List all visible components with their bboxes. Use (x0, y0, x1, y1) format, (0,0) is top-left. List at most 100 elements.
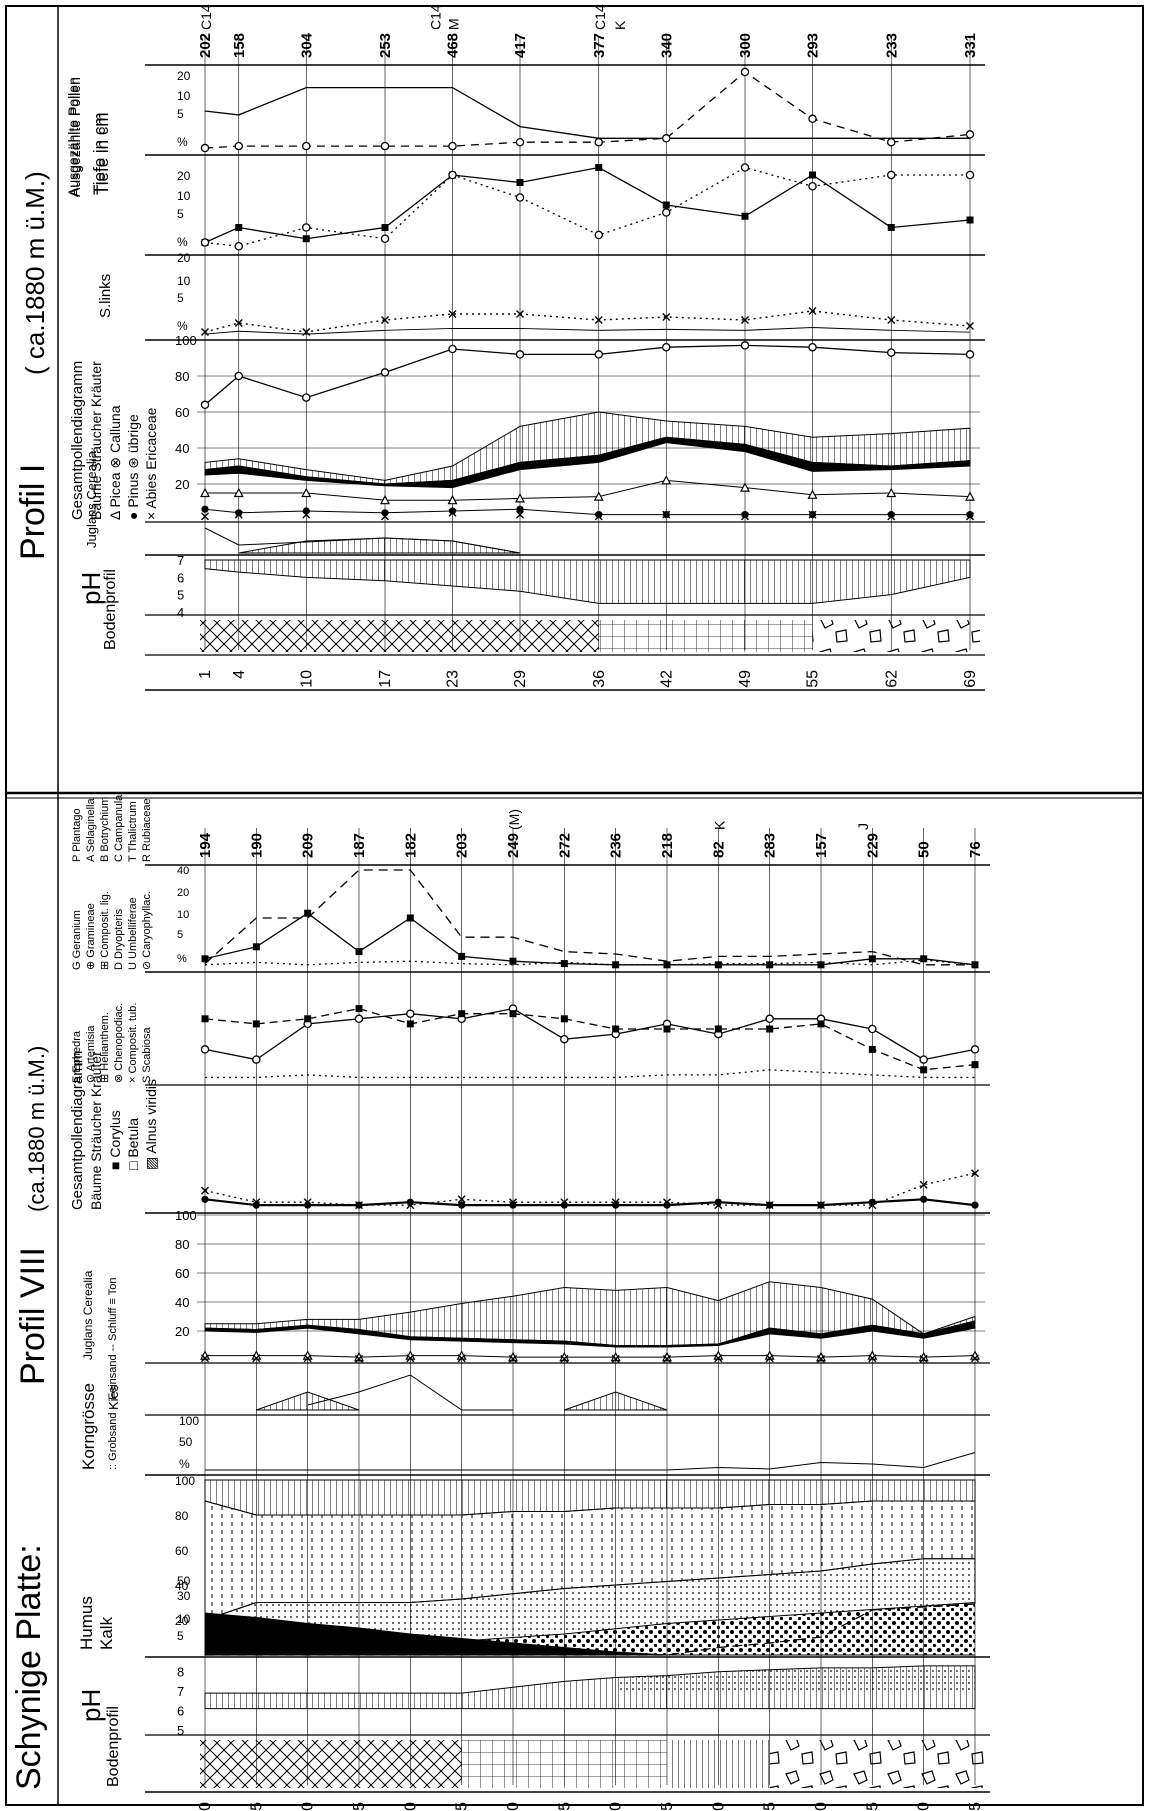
pollen-count-label: 253 (377, 33, 394, 58)
alnus-marker (252, 1354, 261, 1363)
grass-marker-b (766, 1025, 774, 1033)
pollen-top-marker-b (200, 143, 210, 153)
depth-tick-label: 55 (805, 670, 822, 688)
grass-marker-a (765, 1014, 774, 1024)
depth-tick-label: 29 (512, 670, 529, 688)
grass-marker-b (252, 1020, 260, 1028)
picea-marker (661, 475, 672, 485)
kalk-tick: 50 (177, 1574, 191, 1588)
picea-marker (886, 487, 897, 498)
pct-tick: % (177, 235, 188, 249)
depth-tick-label: 62 (883, 670, 900, 688)
fern-marker-b (808, 181, 817, 191)
picea-marker (740, 482, 750, 492)
picea-line (205, 479, 971, 501)
plant-marker-a (201, 955, 209, 963)
alnus-marker (714, 1354, 723, 1363)
pinus-marker (595, 510, 603, 519)
plant-legend: T Thalictrum (127, 801, 139, 862)
plant-line-b (204, 869, 975, 966)
plant-marker-a (868, 955, 876, 963)
herb-marker-b (201, 1186, 209, 1195)
pollen-count-label: 417 (512, 33, 529, 58)
pollen-count-label: 304 (298, 32, 315, 58)
kies-line (205, 1452, 976, 1471)
grass-marker-b (920, 1066, 928, 1074)
pct-tick: % (177, 319, 188, 333)
kies-tick: 50 (179, 1435, 193, 1449)
herb-marker-a (252, 1201, 260, 1209)
fern-marker-b (200, 238, 210, 247)
annotation-label: C14 1650 n.Chr. (198, 0, 214, 30)
juglans-header: Juglans Cerealia (84, 450, 99, 548)
soil-humus-layer (200, 1740, 462, 1788)
pinus-line (204, 508, 970, 516)
herb-marker-a (817, 1201, 825, 1209)
legend-line: × Abies Ericaceae (143, 407, 159, 520)
depth-tick-label: 15 (351, 1802, 368, 1811)
humus-header: Humus (77, 1596, 96, 1650)
pollen-top-marker-b (448, 141, 457, 151)
grass-marker-a (868, 1024, 877, 1034)
ericaceae-marker (448, 344, 457, 354)
herb-marker-a (971, 1201, 979, 1209)
gesamt-tick: 80 (175, 1237, 189, 1252)
pollen-count-label: 182 (402, 833, 419, 858)
pollen-count-label: 233 (883, 33, 900, 58)
depth-tick-label: 49 (737, 670, 754, 688)
grass-legend: D Dryopteris (113, 908, 125, 970)
ericaceae-marker (301, 393, 311, 402)
legend-line: Δ Picea ⊗ Calluna (107, 405, 123, 520)
ph-tick: 4 (177, 605, 184, 620)
plant-tick: 20 (177, 887, 189, 899)
herb-marker-a (560, 1201, 568, 1209)
depth-tick-label: 42 (658, 670, 675, 688)
korn-tick: 40 (175, 1579, 189, 1593)
pollen-count-label: 272 (556, 833, 573, 858)
herb-marker-a (304, 1201, 312, 1209)
alnus-marker (303, 1354, 312, 1363)
depth-tick-label: 17 (377, 670, 394, 688)
picea-marker (447, 494, 458, 505)
pollen-count-label: 194 (197, 832, 214, 858)
pollen-count-label: 190 (248, 833, 265, 858)
picea-marker (380, 494, 390, 505)
fern-marker-b (380, 234, 390, 243)
grass-marker-a (406, 1009, 415, 1018)
alnus-marker (817, 1354, 825, 1363)
kalk-tick: 30 (177, 1589, 191, 1603)
panel-subtitle: ( ca.1880 m ü.M.) (20, 171, 50, 375)
fern-marker-a (887, 224, 895, 231)
pollen-count-label: 229 (864, 833, 881, 858)
fern-marker-a (741, 212, 749, 220)
abies-marker (302, 510, 311, 519)
kalk-tick: 5 (177, 1629, 184, 1643)
pct-tick: 5 (177, 207, 184, 221)
straeucher-area (204, 1320, 976, 1348)
soil-rock-layer (769, 1740, 985, 1788)
slinks-marker (966, 322, 974, 330)
ton-area (204, 1479, 976, 1516)
ericaceae-marker (380, 368, 390, 377)
herb-marker-b (457, 1195, 466, 1204)
herb-marker-a (406, 1198, 414, 1206)
grass-marker-b (201, 1015, 209, 1023)
picea-marker (515, 493, 525, 503)
fern-marker-a (966, 216, 974, 224)
abies-marker (201, 512, 209, 521)
boden-header: Bodenprofil (102, 569, 119, 650)
depth-tick-label: 30 (505, 1802, 522, 1811)
plant-tick: 40 (177, 865, 189, 877)
annotation-label: C14 1340 n.Chr. (428, 0, 444, 30)
alnus-marker (560, 1354, 569, 1363)
gesamt-tick: 40 (175, 441, 189, 456)
pollen-count-label: 50 (916, 841, 933, 858)
grass-marker-a (252, 1055, 261, 1064)
soil-limestone-layer (598, 620, 813, 652)
annotation-label: M (446, 18, 462, 30)
plant-legend: B Botrychium (99, 797, 111, 862)
grass-marker-b (971, 1061, 979, 1069)
grass-legend: G Geranium (71, 910, 83, 970)
pinus-marker (966, 510, 974, 519)
